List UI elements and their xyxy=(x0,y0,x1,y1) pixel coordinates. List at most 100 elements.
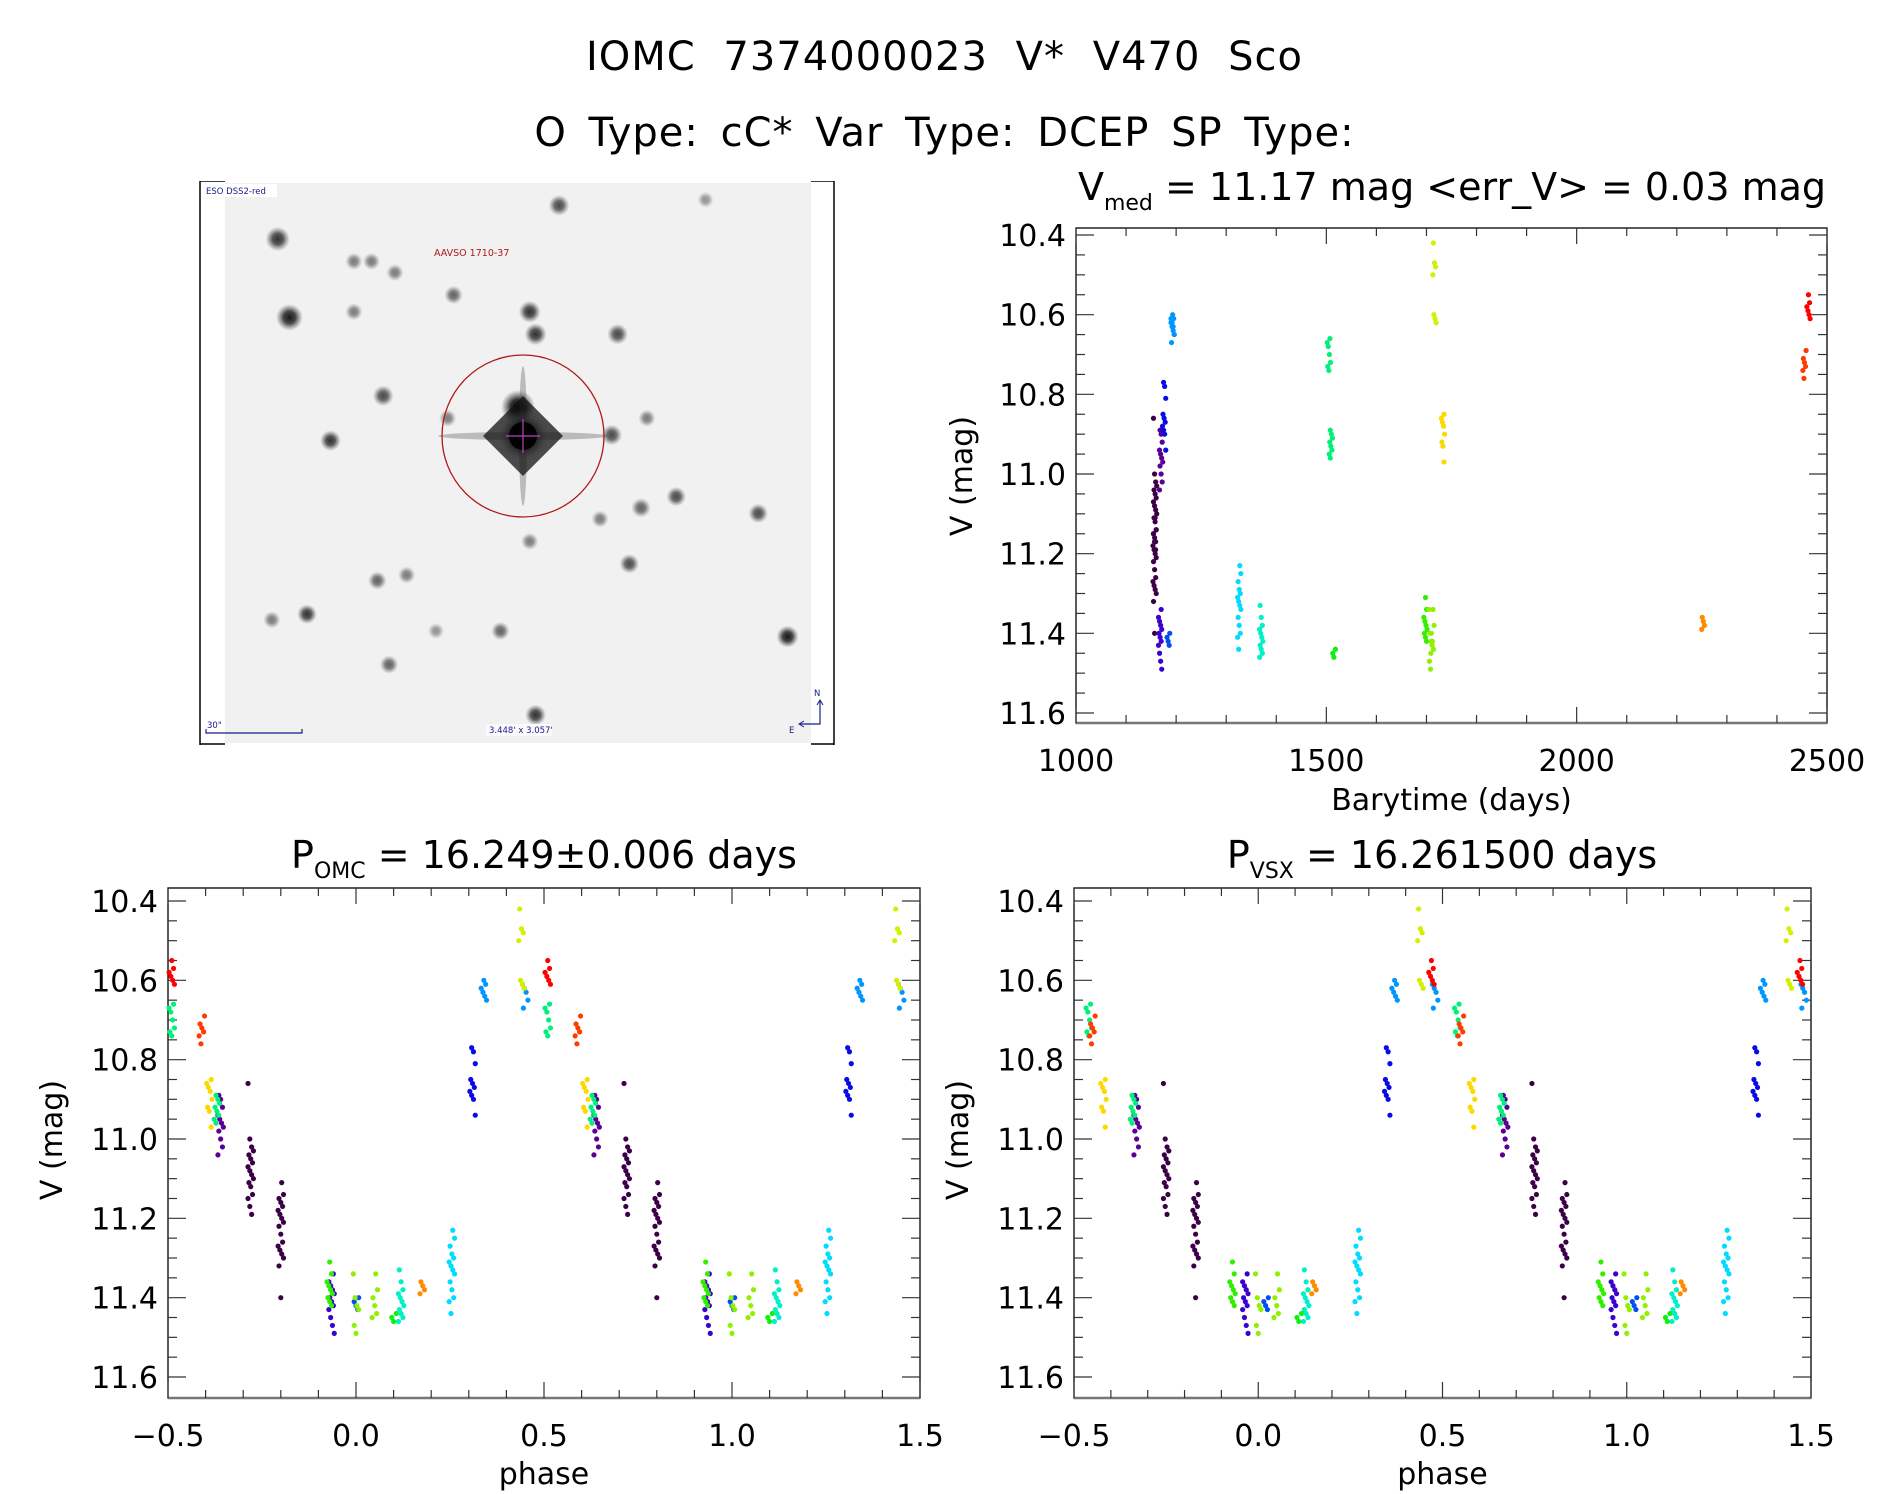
data-point xyxy=(1471,1124,1477,1130)
data-point xyxy=(1672,1299,1679,1305)
data-point xyxy=(594,1120,601,1126)
data-point xyxy=(521,985,527,991)
data-point xyxy=(201,1029,207,1035)
data-point xyxy=(776,1287,782,1293)
data-point xyxy=(1426,658,1432,664)
data-point xyxy=(624,1184,630,1190)
data-point xyxy=(656,1191,663,1198)
data-point xyxy=(1801,375,1807,381)
data-point xyxy=(1801,359,1808,366)
data-point xyxy=(1150,415,1157,421)
phase-omc-chart: −0.5 0.0 0.5 1.0 1.5 10.4 10.6 10.8 11.0 11.2 11.4… xyxy=(35,833,944,1492)
data-point xyxy=(1452,1029,1459,1035)
data-point xyxy=(1394,997,1400,1003)
data-point xyxy=(1500,1112,1506,1118)
data-point xyxy=(245,1195,251,1202)
data-points xyxy=(1083,906,1809,1336)
data-point xyxy=(1258,1306,1264,1313)
data-point xyxy=(1800,985,1806,991)
data-point xyxy=(1755,1061,1762,1067)
data-point xyxy=(1752,1045,1758,1051)
data-point xyxy=(1611,1299,1617,1305)
data-point xyxy=(822,1299,828,1305)
data-point xyxy=(1235,614,1241,621)
x-tick-label: 0.0 xyxy=(1234,1419,1282,1454)
data-point xyxy=(1672,1310,1678,1317)
data-point xyxy=(219,1144,226,1150)
data-point xyxy=(1127,1116,1133,1122)
data-point xyxy=(280,1191,287,1198)
data-point xyxy=(1135,1144,1142,1150)
data-point xyxy=(1168,316,1174,322)
data-point xyxy=(1456,1001,1462,1007)
data-point xyxy=(1153,574,1159,581)
data-point xyxy=(249,1211,255,1217)
data-point xyxy=(1608,1279,1614,1285)
data-point xyxy=(894,926,901,932)
data-point xyxy=(328,1314,334,1321)
data-point xyxy=(1595,1279,1601,1285)
data-point xyxy=(1391,977,1398,983)
data-point xyxy=(546,1001,553,1007)
data-point xyxy=(591,1152,597,1158)
data-point xyxy=(279,1180,285,1186)
data-point xyxy=(1784,906,1790,912)
data-point xyxy=(421,1287,428,1293)
data-point xyxy=(1470,1088,1476,1094)
y-axis-label: V (mag) xyxy=(941,1080,976,1200)
data-point xyxy=(1419,930,1425,936)
data-point xyxy=(543,1029,549,1035)
data-point xyxy=(1415,938,1421,944)
data-point xyxy=(592,1128,598,1134)
data-point xyxy=(1384,1080,1390,1087)
data-point xyxy=(275,1243,281,1249)
data-point xyxy=(1298,1310,1305,1317)
y-tick-label: 11.0 xyxy=(91,1123,158,1158)
data-point xyxy=(901,997,907,1003)
data-point xyxy=(1721,1243,1728,1249)
data-point xyxy=(324,1279,330,1285)
data-point xyxy=(592,1100,599,1106)
data-point xyxy=(1240,1295,1247,1301)
data-point xyxy=(326,1306,332,1313)
data-point xyxy=(418,1279,424,1285)
data-point xyxy=(1163,1184,1169,1190)
data-point xyxy=(1253,1322,1260,1329)
data-point xyxy=(448,1310,454,1317)
data-point xyxy=(1504,1104,1510,1110)
compass-arrows xyxy=(800,701,821,725)
data-point xyxy=(1533,1160,1540,1166)
data-point xyxy=(1352,1259,1358,1265)
data-point xyxy=(1497,1104,1503,1110)
data-point xyxy=(1624,1330,1630,1336)
data-point xyxy=(654,1231,660,1237)
data-point xyxy=(1497,1120,1504,1126)
data-point xyxy=(449,1287,455,1293)
data-point xyxy=(1151,547,1157,553)
data-point xyxy=(1612,1287,1618,1293)
data-point xyxy=(827,1295,833,1301)
data-point xyxy=(1534,1176,1540,1182)
data-point xyxy=(773,1295,779,1301)
data-point xyxy=(772,1267,778,1273)
data-point xyxy=(519,981,525,987)
data-point xyxy=(1723,1251,1729,1257)
data-point xyxy=(826,1267,832,1273)
data-point xyxy=(470,1096,477,1102)
data-point xyxy=(1453,1009,1459,1015)
data-point xyxy=(1153,507,1159,513)
data-point xyxy=(1455,1033,1461,1039)
data-point xyxy=(1418,981,1424,987)
data-point xyxy=(1354,1310,1360,1317)
data-point xyxy=(729,1330,735,1336)
field-star xyxy=(265,226,290,252)
data-point xyxy=(1762,981,1768,987)
data-point xyxy=(1152,535,1158,541)
y-tick-label: 11.6 xyxy=(999,697,1066,732)
data-point xyxy=(1325,363,1331,370)
data-point xyxy=(1625,1303,1631,1309)
data-point xyxy=(1724,1227,1730,1233)
data-point xyxy=(1099,1104,1105,1110)
data-point xyxy=(1084,1029,1090,1035)
data-point xyxy=(702,1283,708,1289)
